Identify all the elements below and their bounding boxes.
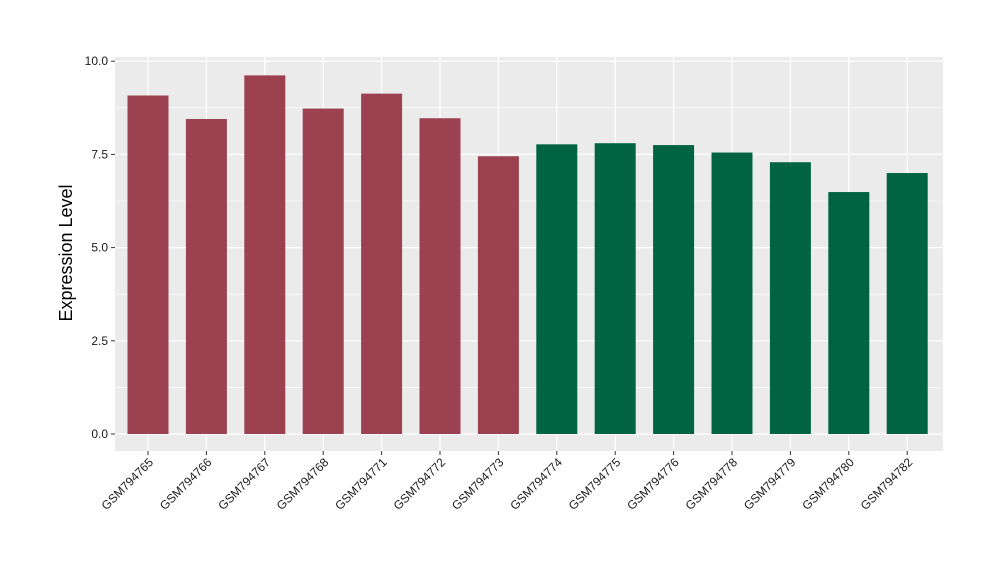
bar-GSM794765: [127, 95, 169, 435]
bars: [127, 75, 928, 435]
y-tick-label: 0.0: [91, 427, 108, 441]
bar-GSM794776: [653, 145, 695, 434]
x-tick-label: GSM794765: [99, 455, 157, 513]
y-tick-label: 10.0: [85, 54, 109, 68]
y-axis: 0.0 2.5 5.0 7.5 10.0: [85, 54, 115, 441]
bar-GSM794766: [185, 118, 227, 434]
x-tick-label: GSM794780: [799, 455, 857, 513]
bar-GSM794779: [769, 162, 811, 434]
y-axis-title: Expression Level: [56, 184, 76, 321]
bar-GSM794768: [302, 108, 344, 435]
x-tick-label: GSM794772: [391, 455, 449, 513]
x-tick-label: GSM794779: [741, 455, 799, 513]
y-tick-label: 7.5: [91, 147, 108, 161]
x-tick-label: GSM794773: [449, 455, 507, 513]
bar-GSM794782: [886, 173, 928, 435]
x-tick-label: GSM794771: [332, 455, 390, 513]
bar-GSM794771: [361, 93, 403, 434]
x-tick-label: GSM794776: [624, 455, 682, 513]
bar-GSM794773: [477, 156, 519, 434]
bar-GSM794772: [419, 118, 461, 434]
bar-GSM794775: [594, 143, 636, 434]
bar-GSM794774: [536, 144, 578, 434]
x-tick-label: GSM794774: [507, 455, 565, 513]
x-tick-label: GSM794778: [683, 455, 741, 513]
x-tick-label: GSM794766: [157, 455, 215, 513]
y-tick-label: 2.5: [91, 334, 108, 348]
x-tick-label: GSM794775: [566, 455, 624, 513]
plot-panel: [115, 57, 943, 451]
bar-GSM794778: [711, 152, 753, 434]
x-tick-label: GSM794782: [858, 455, 916, 513]
x-axis: GSM794765 GSM794766 GSM794767 GSM794768 GSM7…: [99, 451, 916, 513]
x-tick-label: GSM794768: [274, 455, 332, 513]
y-tick-label: 5.0: [91, 241, 108, 255]
x-tick-label: GSM794767: [215, 455, 273, 513]
bar-GSM794780: [828, 192, 870, 434]
bar-GSM794767: [244, 75, 286, 435]
